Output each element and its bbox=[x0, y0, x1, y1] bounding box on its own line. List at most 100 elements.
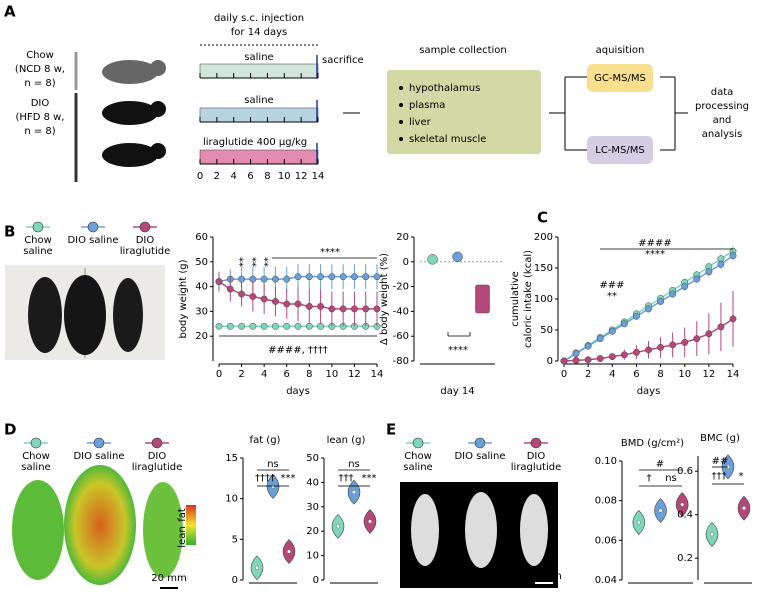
y-tick-label: 30 bbox=[195, 306, 208, 317]
y-tick-label: 15 bbox=[225, 453, 238, 464]
timeline-label: 2 bbox=[214, 171, 220, 182]
y-tick-label: 20 bbox=[306, 526, 319, 537]
x-tick-label: 6 bbox=[633, 369, 639, 380]
data-point bbox=[729, 252, 737, 260]
data-point bbox=[260, 322, 268, 330]
y-axis-label: body weight (g) bbox=[178, 259, 189, 338]
y-tick-label: -20 bbox=[393, 282, 409, 293]
x-axis-label: day 14 bbox=[440, 386, 474, 397]
method: GC-MS/MS bbox=[594, 73, 646, 84]
collection-title: sample collection bbox=[419, 45, 507, 56]
data-point bbox=[271, 322, 279, 330]
legend-marker bbox=[412, 437, 424, 449]
annotation: ns bbox=[267, 459, 279, 470]
annotation: ns bbox=[665, 473, 677, 484]
treatment: saline bbox=[244, 95, 273, 106]
legend-label: Chow saline bbox=[23, 235, 53, 257]
data-point bbox=[328, 305, 336, 313]
data-point bbox=[658, 508, 663, 513]
method: LC-MS/MS bbox=[595, 145, 644, 156]
annotation: ††† bbox=[712, 471, 727, 482]
data-point bbox=[215, 278, 223, 286]
data-point bbox=[336, 524, 341, 529]
legend-marker bbox=[93, 437, 105, 449]
annotation: #### bbox=[638, 238, 672, 249]
collection-item: skeletal muscle bbox=[409, 134, 486, 145]
data-point bbox=[271, 275, 279, 283]
annotation: †††† bbox=[255, 473, 275, 484]
legend-label: Chow saline bbox=[21, 451, 51, 473]
legend-marker bbox=[87, 221, 99, 233]
data-point bbox=[328, 273, 336, 281]
y-tick-label: 40 bbox=[195, 282, 208, 293]
data-point bbox=[271, 298, 279, 305]
data-point bbox=[452, 251, 463, 263]
collection-item: hypothalamus bbox=[409, 83, 480, 94]
data-point bbox=[572, 356, 580, 364]
y-tick-label: 150 bbox=[534, 263, 553, 274]
y-tick-label: 100 bbox=[534, 294, 553, 305]
colorbar-label: fat bbox=[177, 508, 188, 522]
data-point bbox=[584, 356, 592, 364]
acquisition-title: aquisition bbox=[596, 45, 645, 56]
injection-note: for 14 days bbox=[231, 27, 287, 38]
data-point bbox=[283, 275, 291, 283]
x-tick-label: 2 bbox=[238, 369, 244, 380]
annotation: ns bbox=[348, 459, 360, 470]
timeline-label: 8 bbox=[264, 171, 270, 182]
annotation: ** bbox=[238, 257, 249, 267]
data-point bbox=[608, 353, 616, 361]
x-tick-label: 6 bbox=[284, 369, 290, 380]
data-point bbox=[657, 343, 665, 351]
data-point bbox=[305, 302, 313, 310]
data-point bbox=[657, 298, 665, 305]
y-tick-label: 50 bbox=[540, 325, 553, 336]
data-point bbox=[294, 300, 302, 308]
legend-label: DIO saline bbox=[67, 235, 119, 246]
timeline-label: 0 bbox=[197, 171, 203, 182]
range-bar bbox=[475, 284, 490, 314]
y-tick-label: -40 bbox=[393, 306, 409, 317]
data-point bbox=[238, 322, 246, 330]
annotation: **** bbox=[645, 249, 665, 260]
data-point bbox=[317, 322, 325, 330]
data-point bbox=[636, 520, 641, 525]
collection-item: plasma bbox=[409, 100, 445, 111]
data-point bbox=[294, 273, 302, 281]
y-tick-label: 0 bbox=[232, 575, 238, 586]
bullet bbox=[399, 137, 403, 141]
timeline-label: 14 bbox=[312, 171, 325, 182]
annotation: **** bbox=[320, 247, 340, 258]
output-text: processing bbox=[695, 101, 749, 112]
x-tick-label: 2 bbox=[585, 369, 591, 380]
y-axis-label: caloric intake (kcal) bbox=[523, 250, 534, 348]
y-tick-label: 0.6 bbox=[677, 466, 693, 477]
data-point bbox=[560, 357, 568, 365]
data-point bbox=[352, 490, 357, 495]
data-point bbox=[572, 350, 580, 358]
data-point bbox=[680, 502, 685, 507]
data-point bbox=[226, 285, 234, 293]
x-tick-label: 14 bbox=[727, 369, 740, 380]
y-tick-label: 0 bbox=[403, 257, 409, 268]
data-point bbox=[693, 335, 701, 343]
group-label: Chow bbox=[26, 50, 54, 61]
legend-marker bbox=[474, 437, 486, 449]
annotation: ** bbox=[607, 291, 617, 302]
bullet bbox=[399, 103, 403, 107]
x-tick-label: 8 bbox=[306, 369, 312, 380]
panel-letter: B bbox=[4, 223, 15, 241]
data-point bbox=[271, 484, 276, 489]
annotation: # bbox=[656, 459, 664, 470]
annotation: * bbox=[739, 471, 744, 482]
data-point bbox=[645, 346, 652, 354]
data-point bbox=[294, 322, 302, 330]
ct-images bbox=[12, 465, 558, 589]
data-point bbox=[373, 305, 381, 313]
y-tick-label: 0.08 bbox=[595, 496, 617, 507]
annotation: *** bbox=[281, 473, 296, 484]
data-point bbox=[693, 275, 701, 283]
data-point bbox=[362, 305, 370, 313]
group-detail: (HFD 8 w, bbox=[16, 112, 65, 123]
